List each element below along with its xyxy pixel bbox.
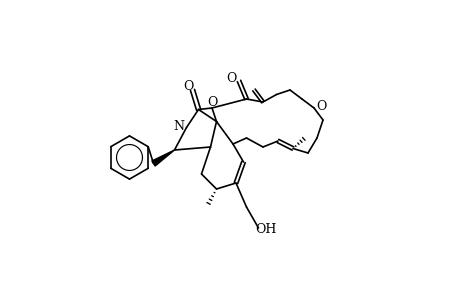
Text: O: O (226, 71, 236, 85)
Text: OH: OH (255, 223, 276, 236)
Text: O: O (316, 100, 326, 113)
Text: N: N (173, 119, 184, 133)
Text: O: O (207, 95, 217, 109)
Text: O: O (182, 80, 193, 94)
Polygon shape (151, 150, 174, 166)
